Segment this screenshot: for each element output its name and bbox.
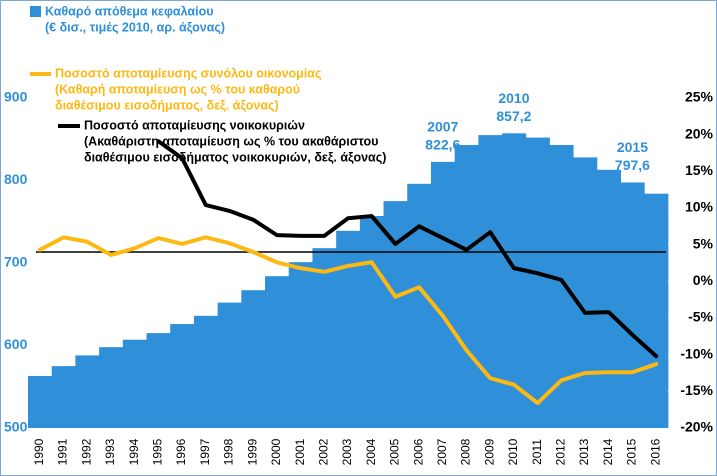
- legend-note: διαθέσιμου εισοδήματος, δεξ. άξονας): [55, 98, 279, 112]
- x-tick-label: 1990: [32, 438, 46, 465]
- y-tick-label: 500: [4, 419, 28, 435]
- y2-tick-label: 20%: [685, 125, 714, 141]
- legend-label: Ποσοστό αποταμίευσης συνόλου οικονομίας: [55, 66, 321, 80]
- x-tick-label: 2005: [388, 438, 402, 465]
- legend-label: Καθαρό απόθεμα κεφαλαίου: [45, 4, 214, 18]
- x-tick-label: 2004: [364, 438, 378, 465]
- line: [37, 235, 659, 406]
- bar: [265, 276, 290, 428]
- legend-note: (€ δισ., τιμές 2010, αρ. άξονας): [45, 20, 225, 34]
- x-tick-label: 2002: [316, 438, 330, 465]
- x-tick-label: 2006: [411, 438, 425, 465]
- y2-tick-label: -20%: [680, 419, 713, 435]
- bar: [502, 133, 527, 428]
- x-tick-label: 1991: [56, 438, 70, 465]
- bar: [596, 169, 621, 428]
- y-tick-label: 600: [4, 336, 28, 352]
- y2-tick-label: 5%: [693, 235, 714, 251]
- x-tick-label: 2013: [577, 438, 591, 465]
- bar: [28, 376, 53, 428]
- legend-note: (Ακαθάριστη αποταμίευση ως % του ακαθάρι…: [84, 134, 378, 148]
- x-tick-label: 1997: [198, 438, 212, 465]
- bar: [336, 230, 361, 428]
- x-tick-label: 2003: [340, 438, 354, 465]
- legend-note: διαθέσιμου εισοδήματος νοικοκυριών, δεξ.…: [84, 150, 386, 164]
- bar: [122, 339, 147, 428]
- bar: [573, 157, 598, 428]
- y2-tick-label: -5%: [688, 309, 713, 325]
- x-tick-label: 2016: [648, 438, 662, 465]
- bar: [620, 182, 645, 428]
- x-tick-label: 2012: [554, 438, 568, 465]
- annotation-year: 2015: [617, 139, 648, 155]
- bar: [241, 290, 266, 428]
- x-tick-label: 2007: [435, 438, 449, 465]
- bar: [407, 183, 432, 428]
- x-tick-label: 1996: [174, 438, 188, 465]
- legend-label: Ποσοστό αποταμίευσης νοικοκυριών: [84, 118, 305, 132]
- bar: [170, 324, 195, 428]
- x-tick-label: 1992: [79, 438, 93, 465]
- bar: [75, 355, 100, 428]
- y2-tick-label: 25%: [685, 89, 714, 105]
- x-tick-label: 2000: [269, 438, 283, 465]
- y-tick-label: 800: [4, 171, 28, 187]
- x-tick-label: 1998: [222, 438, 236, 465]
- bar: [99, 347, 124, 428]
- y2-tick-label: -10%: [680, 345, 713, 361]
- legend-swatch: [30, 6, 41, 17]
- x-tick-label: 2015: [625, 438, 639, 465]
- y2-tick-label: 0%: [693, 272, 714, 288]
- x-tick-label: 2014: [601, 438, 615, 465]
- bar: [51, 366, 76, 428]
- x-tick-label: 2011: [530, 439, 544, 465]
- value-label: 822,6: [425, 137, 460, 153]
- bar: [146, 333, 171, 428]
- x-tick-label: 1993: [103, 438, 117, 465]
- bar: [644, 193, 669, 428]
- annotation-year: 2010: [498, 90, 529, 106]
- bar: [193, 315, 219, 428]
- y2-tick-label: -15%: [680, 382, 713, 398]
- bar: [217, 302, 242, 428]
- x-tick-label: 2008: [459, 438, 473, 465]
- x-tick-label: 1994: [127, 438, 141, 465]
- y2-tick-label: 15%: [685, 162, 714, 178]
- x-tick-label: 1999: [245, 438, 259, 465]
- x-tick-label: 2010: [506, 438, 520, 465]
- x-tick-label: 2001: [293, 438, 307, 465]
- y-tick-label: 700: [4, 254, 28, 270]
- legend-note: (Καθαρή αποταμίευση ως % του καθαρού: [55, 82, 300, 96]
- y-tick-label: 900: [4, 89, 28, 105]
- value-label: 857,2: [496, 108, 531, 124]
- bar: [454, 145, 479, 428]
- x-tick-label: 2009: [482, 438, 496, 465]
- y2-tick-label: 10%: [685, 199, 714, 215]
- bar: [288, 262, 313, 428]
- bar: [359, 215, 384, 428]
- annotation-year: 2007: [427, 119, 458, 135]
- value-label: 797,6: [615, 157, 650, 173]
- bar: [525, 137, 550, 428]
- x-tick-label: 1995: [151, 438, 165, 465]
- bar: [312, 248, 337, 428]
- bar: [430, 161, 456, 429]
- line: [156, 139, 659, 359]
- bar: [478, 135, 503, 428]
